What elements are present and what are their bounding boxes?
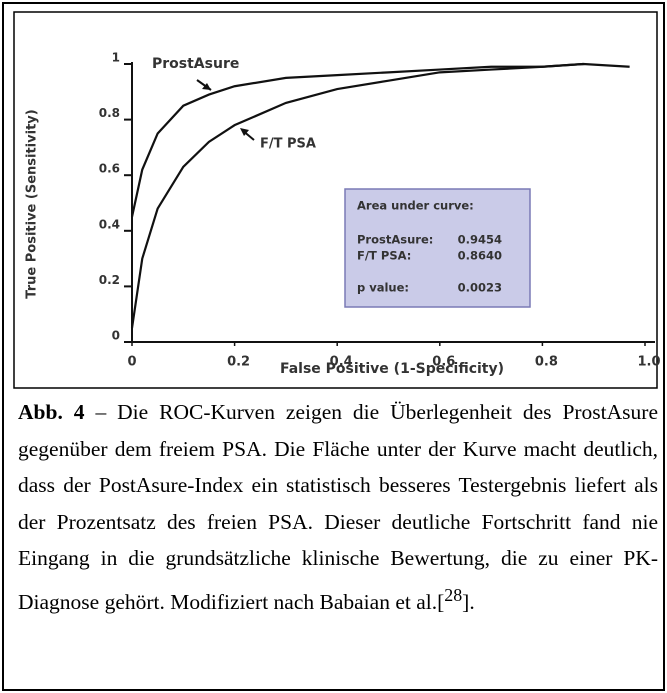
y-tick-label: 0.8 <box>99 106 120 120</box>
series-label: ProstAsure <box>152 56 239 72</box>
caption-end: ]. <box>462 589 475 614</box>
auc-row-label: p value: <box>357 281 409 295</box>
auc-row-value: 0.9454 <box>458 233 502 247</box>
y-tick-label: 0.2 <box>99 273 120 287</box>
x-tick-label: 0.8 <box>535 355 558 370</box>
caption-ref: 28 <box>444 584 463 605</box>
chart: True Positive (Sensitivity) False Positi… <box>13 11 661 389</box>
x-tick-label: 0.4 <box>330 355 353 370</box>
y-tick-label: 0.4 <box>99 217 120 231</box>
series-label: F/T PSA <box>260 137 316 152</box>
caption-label: Abb. 4 <box>18 400 85 424</box>
chart-frame <box>13 11 658 389</box>
caption-text: – Die ROC-Kurven zeigen die Überlegenhei… <box>18 400 658 614</box>
auc-row-value: 0.8640 <box>458 249 502 263</box>
arrow-head <box>240 128 249 136</box>
x-tick-label: 0.2 <box>227 355 250 370</box>
auc-row-label: ProstAsure: <box>357 233 433 247</box>
series-line <box>130 62 584 329</box>
arrow-head <box>202 83 211 90</box>
x-tick-label: 0 <box>127 355 136 370</box>
x-tick-label: 1.0 <box>637 355 660 370</box>
y-tick-label: 0 <box>112 329 120 343</box>
auc-box <box>344 188 531 308</box>
y-tick-label: 1 <box>112 51 120 65</box>
y-axis-title: True Positive (Sensitivity) <box>25 109 40 298</box>
auc-title: Area under curve: <box>357 199 474 213</box>
caption: Abb. 4 – Die ROC-Kurven zeigen die Überl… <box>18 394 658 620</box>
x-axis-title: False Positive (1-Specificity) <box>280 361 504 377</box>
auc-row-label: F/T PSA: <box>357 249 411 263</box>
y-tick-label: 0.6 <box>99 162 120 176</box>
x-tick-label: 0.6 <box>432 355 455 370</box>
auc-row-value: 0.0023 <box>458 281 502 295</box>
